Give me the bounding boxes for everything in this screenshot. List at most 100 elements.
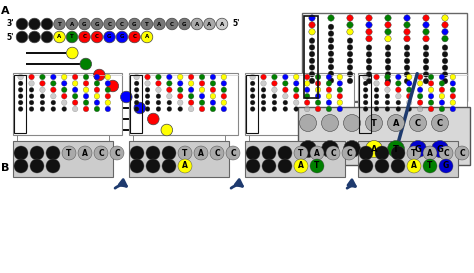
Circle shape [29, 18, 40, 30]
Circle shape [94, 106, 100, 112]
Circle shape [166, 93, 172, 99]
Circle shape [188, 74, 194, 80]
Circle shape [162, 159, 176, 173]
Circle shape [283, 87, 288, 93]
Circle shape [105, 87, 110, 93]
Circle shape [431, 114, 448, 132]
Circle shape [328, 58, 334, 63]
Circle shape [167, 100, 172, 105]
Circle shape [347, 22, 353, 28]
Circle shape [134, 74, 139, 80]
FancyBboxPatch shape [13, 141, 113, 177]
Circle shape [375, 159, 389, 173]
Circle shape [442, 51, 448, 57]
Text: T: T [66, 149, 72, 158]
Circle shape [261, 87, 266, 92]
Circle shape [363, 81, 368, 86]
Bar [26, 118, 147, 120]
Circle shape [366, 22, 372, 28]
Circle shape [431, 141, 448, 158]
Circle shape [130, 146, 144, 160]
Circle shape [423, 72, 429, 77]
Circle shape [326, 93, 332, 99]
Circle shape [294, 146, 308, 160]
Circle shape [375, 146, 389, 160]
Circle shape [374, 87, 379, 92]
Circle shape [116, 18, 128, 30]
Circle shape [309, 65, 315, 70]
Text: T: T [182, 149, 188, 158]
Text: T: T [428, 162, 433, 171]
Circle shape [439, 146, 453, 160]
Circle shape [105, 81, 110, 86]
Circle shape [62, 93, 67, 99]
Circle shape [328, 44, 334, 50]
Circle shape [272, 74, 277, 80]
Text: G: G [95, 22, 99, 26]
Circle shape [188, 93, 194, 99]
Circle shape [337, 106, 343, 112]
Circle shape [62, 146, 76, 160]
Circle shape [337, 87, 343, 93]
FancyBboxPatch shape [245, 141, 345, 177]
Circle shape [374, 81, 379, 86]
Circle shape [385, 58, 391, 64]
Circle shape [145, 100, 150, 105]
Circle shape [326, 106, 332, 112]
Circle shape [29, 31, 40, 43]
Circle shape [250, 87, 255, 92]
Circle shape [272, 81, 277, 86]
Circle shape [347, 44, 353, 50]
Circle shape [40, 100, 45, 105]
Text: G: G [82, 22, 87, 26]
Circle shape [417, 81, 423, 86]
Circle shape [365, 114, 383, 132]
Circle shape [328, 37, 334, 43]
Circle shape [14, 146, 28, 160]
Circle shape [423, 45, 429, 51]
Bar [26, 52, 66, 54]
Circle shape [178, 107, 182, 111]
Circle shape [283, 100, 288, 105]
Circle shape [384, 74, 390, 80]
Circle shape [363, 87, 368, 92]
Text: T: T [393, 144, 399, 153]
Text: A: A [427, 149, 433, 158]
Bar [26, 85, 107, 87]
FancyBboxPatch shape [129, 73, 238, 135]
Circle shape [385, 107, 390, 111]
Circle shape [439, 106, 445, 112]
Text: A: A [371, 144, 377, 153]
Circle shape [250, 100, 255, 105]
Circle shape [347, 65, 353, 70]
Circle shape [156, 100, 161, 105]
Circle shape [155, 87, 161, 93]
Circle shape [246, 159, 260, 173]
Circle shape [309, 29, 315, 35]
Circle shape [300, 114, 317, 132]
Circle shape [94, 100, 100, 105]
Circle shape [442, 15, 448, 21]
Circle shape [40, 94, 45, 99]
Circle shape [366, 35, 372, 42]
Circle shape [423, 159, 437, 173]
Circle shape [199, 93, 205, 99]
Circle shape [73, 81, 78, 86]
Text: G: G [182, 22, 187, 26]
Circle shape [304, 93, 310, 99]
Circle shape [199, 106, 205, 112]
Circle shape [179, 18, 190, 30]
Text: C: C [120, 22, 124, 26]
Circle shape [359, 159, 373, 173]
Circle shape [328, 24, 334, 30]
Circle shape [46, 146, 60, 160]
Text: A: A [195, 22, 199, 26]
Circle shape [188, 81, 194, 86]
Circle shape [404, 78, 410, 84]
Text: A: A [0, 6, 9, 16]
Circle shape [130, 159, 144, 173]
Circle shape [404, 58, 410, 64]
Circle shape [262, 146, 276, 160]
Bar [26, 74, 93, 76]
Circle shape [293, 87, 299, 93]
